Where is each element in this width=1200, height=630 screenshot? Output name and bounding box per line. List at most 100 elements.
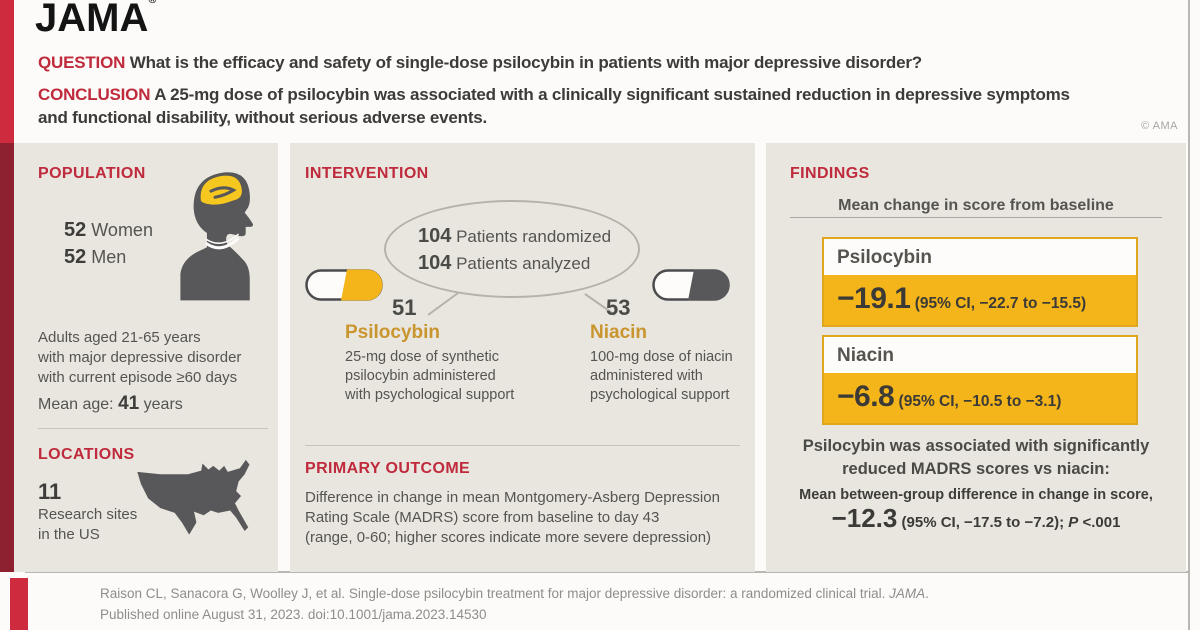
- niacin-result-value-row: −6.8 (95% CI, −10.5 to −3.1): [824, 373, 1136, 423]
- niacin-desc-line1: 100-mg dose of niacin: [590, 349, 733, 365]
- left-brand-bar-bottom: [10, 578, 28, 630]
- randomized-label: Patients randomized: [451, 227, 612, 246]
- locations-count: 11: [38, 479, 62, 504]
- findings-subtitle-underline: [790, 217, 1162, 218]
- primary-outcome-heading: PRIMARY OUTCOME: [305, 460, 471, 477]
- left-brand-bar-middle: [0, 143, 14, 572]
- capsule-half-gray-icon: [652, 269, 730, 301]
- men-label: Men: [91, 247, 127, 267]
- citation-line1-text: Raison CL, Sanacora G, Woolley J, et al.…: [100, 586, 890, 601]
- niacin-description: 100-mg dose of niacin administered with …: [590, 348, 733, 405]
- mean-age-suffix: years: [139, 396, 183, 413]
- findings-subtitle: Mean change in score from baseline: [838, 197, 1114, 214]
- population-panel: POPULATION 52 Women 52 Men Adults aged 2…: [14, 143, 278, 572]
- population-desc-line3: with current episode ≥60 days: [38, 369, 238, 386]
- population-description: Adults aged 21-65 years with major depre…: [38, 328, 241, 388]
- psilocybin-desc-line1: 25-mg dose of synthetic: [345, 349, 499, 365]
- mean-age-row: Mean age: 41 years: [38, 393, 183, 415]
- locations-label-line2: in the US: [38, 526, 100, 543]
- primary-outcome-line3: (range, 0-60; higher scores indicate mor…: [305, 529, 712, 546]
- citation: Raison CL, Sanacora G, Woolley J, et al.…: [100, 583, 929, 625]
- primary-outcome-line2: Rating Scale (MADRS) score from baseline…: [305, 509, 660, 526]
- findings-summary-line2: reduced MADRS scores vs niacin:: [842, 460, 1110, 478]
- psilocybin-description: 25-mg dose of synthetic psilocybin admin…: [345, 348, 514, 405]
- conclusion-text-line2: and functional disability, without serio…: [38, 108, 488, 127]
- between-group-ci: (95% CI, −17.5 to −7.2);: [897, 514, 1069, 531]
- question-row: QUESTION What is the efficacy and safety…: [38, 53, 922, 73]
- findings-panel: FINDINGS Mean change in score from basel…: [766, 143, 1186, 572]
- registered-mark: ®: [148, 0, 157, 6]
- psilocybin-result-value: −19.1: [837, 282, 911, 315]
- citation-line2: Published online August 31, 2023. doi:10…: [100, 607, 487, 622]
- randomized-count: 104: [418, 225, 452, 247]
- analyzed-label: Patients analyzed: [451, 254, 591, 273]
- citation-line1-period: .: [925, 586, 929, 601]
- men-count: 52: [64, 246, 87, 268]
- women-count: 52: [64, 219, 87, 241]
- jama-logo-text: JAMA: [35, 0, 149, 40]
- randomized-row: 104 Patients randomized: [418, 223, 611, 250]
- locations-label-line1: Research sites: [38, 506, 138, 523]
- question-label: QUESTION: [38, 53, 126, 72]
- psilocybin-desc-line3: with psychological support: [345, 387, 515, 403]
- conclusion-text-line1: A 25-mg dose of psilocybin was associate…: [154, 85, 1070, 104]
- analyzed-count: 104: [418, 252, 452, 274]
- locations-label: Research sites in the US: [38, 505, 137, 545]
- psilocybin-result-box: Psilocybin −19.1 (95% CI, −22.7 to −15.5…: [822, 237, 1138, 327]
- p-label: P: [1068, 514, 1079, 531]
- intervention-heading: INTERVENTION: [305, 165, 429, 182]
- niacin-result-name: Niacin: [837, 345, 895, 366]
- women-count-row: 52 Women: [64, 217, 153, 244]
- ama-copyright: © AMA: [1141, 120, 1178, 132]
- mean-age-value: 41: [118, 393, 140, 414]
- niacin-result-box: Niacin −6.8 (95% CI, −10.5 to −3.1): [822, 335, 1138, 425]
- women-label: Women: [91, 220, 153, 240]
- capsule-half-yellow-icon: [305, 269, 383, 301]
- jama-logo: JAMA®: [35, 0, 156, 41]
- primary-outcome-text: Difference in change in mean Montgomery-…: [305, 488, 720, 548]
- conclusion-label: CONCLUSION: [38, 85, 151, 104]
- footer-divider-line: [25, 571, 1188, 573]
- left-brand-bar-top: [0, 0, 14, 143]
- niacin-desc-line2: administered with: [590, 368, 703, 384]
- intervention-outcome-divider: [305, 445, 740, 446]
- intervention-panel: INTERVENTION 104 Patients randomized 104…: [290, 143, 755, 572]
- findings-summary-line1: Psilocybin was associated with significa…: [802, 437, 1150, 455]
- analyzed-row: 104 Patients analyzed: [418, 250, 611, 277]
- psilocybin-group: Psilocybin 25-mg dose of synthetic psilo…: [345, 322, 514, 405]
- niacin-name: Niacin: [590, 322, 648, 343]
- psilocybin-result-name: Psilocybin: [837, 247, 933, 268]
- findings-heading: FINDINGS: [790, 165, 870, 182]
- person-head-with-brain-icon: [180, 172, 254, 301]
- randomization-counts: 104 Patients randomized 104 Patients ana…: [418, 223, 611, 277]
- population-locations-divider: [38, 428, 268, 429]
- niacin-result-value: −6.8: [837, 380, 895, 413]
- psilocybin-n: 51: [392, 295, 417, 320]
- psilocybin-name: Psilocybin: [345, 322, 441, 343]
- p-value: <.001: [1078, 514, 1121, 531]
- citation-journal: JAMA: [889, 586, 926, 601]
- population-heading: POPULATION: [38, 165, 146, 182]
- question-text: What is the efficacy and safety of singl…: [129, 53, 922, 72]
- population-desc-line2: with major depressive disorder: [38, 349, 242, 366]
- randomization-ellipse: [384, 200, 640, 298]
- right-border-line: [1188, 0, 1190, 630]
- psilocybin-result-value-row: −19.1 (95% CI, −22.7 to −15.5): [824, 275, 1136, 325]
- between-group-label: Mean between-group difference in change …: [799, 487, 1153, 503]
- conclusion-row: CONCLUSION A 25-mg dose of psilocybin wa…: [38, 83, 1070, 129]
- niacin-result-ci: (95% CI, −10.5 to −3.1): [894, 393, 1062, 410]
- primary-outcome-line1: Difference in change in mean Montgomery-…: [305, 489, 720, 506]
- between-group-value: −12.3: [831, 503, 898, 533]
- citation-line1: Raison CL, Sanacora G, Woolley J, et al.…: [100, 583, 929, 604]
- niacin-group: Niacin 100-mg dose of niacin administere…: [590, 322, 733, 405]
- niacin-n: 53: [606, 295, 631, 320]
- findings-summary: Psilocybin was associated with significa…: [766, 435, 1186, 481]
- us-map-icon: [137, 459, 250, 535]
- locations-heading: LOCATIONS: [38, 446, 135, 463]
- psilocybin-result-ci: (95% CI, −22.7 to −15.5): [910, 295, 1087, 312]
- sex-counts: 52 Women 52 Men: [64, 217, 153, 271]
- psilocybin-desc-line2: psilocybin administered: [345, 368, 496, 384]
- population-desc-line1: Adults aged 21-65 years: [38, 329, 201, 346]
- between-group-result: −12.3 (95% CI, −17.5 to −7.2); P <.001: [766, 503, 1186, 534]
